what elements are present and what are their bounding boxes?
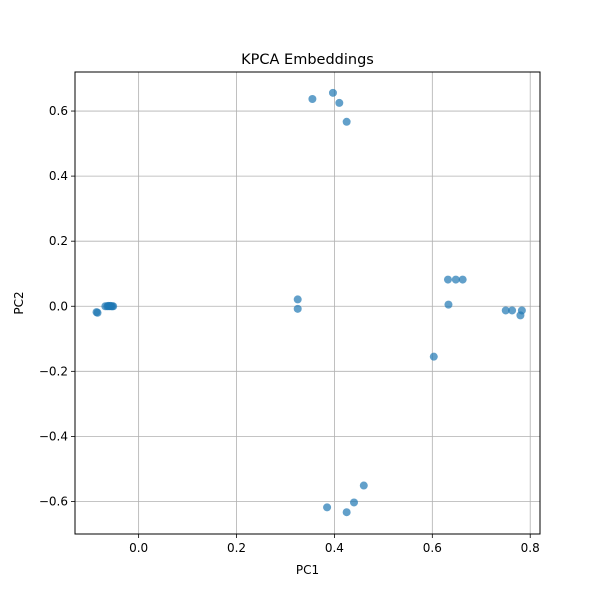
data-point — [293, 304, 302, 313]
data-point — [350, 498, 358, 507]
data-point — [328, 88, 337, 97]
data-point — [93, 308, 102, 317]
y-tick-label: −0.6 — [39, 494, 68, 508]
y-tick-label: 0.6 — [49, 104, 68, 118]
y-axis-label: PC2 — [12, 291, 26, 314]
data-point — [342, 508, 351, 517]
data-point — [429, 352, 438, 361]
plot-frame — [74, 71, 541, 535]
x-tick-label: 0.8 — [521, 541, 540, 555]
x-tick-label: 0.2 — [227, 541, 246, 555]
data-point — [342, 117, 351, 126]
x-tick-label: 0.0 — [129, 541, 148, 555]
data-point — [323, 503, 332, 512]
chart-title: KPCA Embeddings — [241, 52, 374, 68]
data-point — [501, 306, 510, 315]
y-tick-label: −0.4 — [39, 429, 68, 443]
y-tick-label: 0.4 — [49, 169, 68, 183]
data-point — [458, 275, 467, 284]
grid — [75, 72, 540, 534]
data-point — [517, 306, 526, 315]
y-tick-label: −0.2 — [39, 364, 68, 378]
data-point — [335, 98, 344, 107]
y-tick-label: 0.2 — [49, 234, 68, 248]
data-point — [308, 95, 317, 104]
y-tick-label: 0.0 — [49, 299, 68, 313]
data-point — [451, 275, 460, 284]
data-point — [293, 295, 302, 304]
data-point — [443, 275, 452, 284]
data-point — [444, 300, 453, 309]
x-tick-label: 0.6 — [423, 541, 442, 555]
x-tick-label: 0.4 — [325, 541, 344, 555]
data-point — [508, 306, 517, 315]
ticks: 0.0 0.2 0.4 0.6 0.8 −0.6 −0.4 −0.2 0.0 0.2 0.4 0.6 — [39, 104, 540, 555]
x-axis-label: PC1 — [296, 563, 319, 577]
points-layer — [92, 88, 526, 517]
data-point — [108, 302, 117, 311]
data-point — [359, 481, 368, 490]
